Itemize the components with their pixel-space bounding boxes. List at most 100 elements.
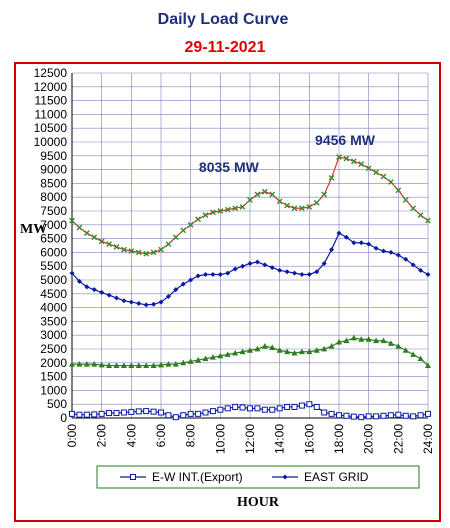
data-point <box>380 412 387 419</box>
data-point <box>418 267 424 273</box>
data-point <box>172 360 179 367</box>
data-point <box>240 263 246 269</box>
data-point <box>269 191 276 198</box>
data-point <box>262 262 268 268</box>
data-point <box>121 246 127 253</box>
data-point <box>232 349 239 356</box>
data-point <box>402 412 409 419</box>
data-point <box>209 354 216 360</box>
data-point <box>232 266 238 272</box>
data-point <box>343 234 349 240</box>
data-point <box>365 336 372 342</box>
data-point <box>254 405 261 412</box>
data-point <box>373 337 380 344</box>
y-tick-label: 8500 <box>40 176 67 190</box>
data-point <box>158 246 164 253</box>
data-point <box>380 173 387 180</box>
data-point <box>299 271 305 277</box>
annotations: 8035 MW 9456 MW <box>199 132 376 175</box>
y-tick-label: 10500 <box>34 121 68 135</box>
data-point <box>135 362 142 368</box>
legend-item: E-W INT.(Export) <box>120 470 243 484</box>
y-tick-label: 4500 <box>40 287 67 301</box>
data-point <box>113 243 120 250</box>
data-point <box>298 348 305 355</box>
data-point <box>173 287 179 293</box>
data-point <box>143 362 150 368</box>
x-axis-tick-labels: 0:00 2:00 4:00 6:00 8:00 10:00 12:00 14:00 16:00… <box>65 424 435 454</box>
data-point <box>91 360 98 367</box>
data-point <box>150 408 157 415</box>
data-point <box>425 217 431 224</box>
data-point <box>284 269 290 275</box>
data-point <box>291 403 298 410</box>
data-point <box>224 351 231 357</box>
x-tick-label: 18:00 <box>332 424 346 454</box>
data-point <box>151 301 157 307</box>
y-tick-label: 1000 <box>40 383 67 397</box>
data-point <box>91 287 97 293</box>
y-tick-label: 8000 <box>40 190 67 204</box>
data-point <box>425 410 431 417</box>
data-point <box>350 158 357 165</box>
y-tick-label: 12000 <box>34 80 68 94</box>
data-point <box>247 347 253 353</box>
y-axis-tick-labels: 0500100015002000250030003500400045005000… <box>34 66 68 425</box>
data-point <box>269 406 276 413</box>
data-point <box>277 267 283 273</box>
legend-label: EAST GRID <box>304 470 369 484</box>
data-point <box>187 410 194 417</box>
data-point <box>395 187 402 194</box>
y-axis-title: MW <box>20 222 47 237</box>
data-point <box>84 284 90 290</box>
data-point <box>298 402 305 409</box>
x-tick-label: 16:00 <box>302 424 316 454</box>
y-tick-label: 12500 <box>34 66 68 80</box>
data-point <box>306 401 313 408</box>
data-point <box>388 179 394 185</box>
data-point <box>225 270 231 276</box>
data-point <box>387 412 394 419</box>
legend-item: EAST GRID <box>272 470 369 484</box>
data-point <box>106 241 112 248</box>
x-tick-label: 10:00 <box>213 424 227 454</box>
data-point <box>292 270 297 276</box>
data-point <box>336 230 342 236</box>
gridlines <box>71 72 429 419</box>
data-point <box>83 230 90 236</box>
data-point <box>351 240 357 246</box>
data-point <box>180 281 186 287</box>
data-point <box>128 362 135 368</box>
data-point <box>135 249 142 256</box>
data-point <box>291 205 298 212</box>
data-point <box>373 169 379 176</box>
data-point <box>328 410 335 417</box>
data-point <box>365 165 372 172</box>
data-point <box>269 344 276 351</box>
data-point <box>99 289 105 295</box>
data-point <box>313 347 320 353</box>
data-point <box>239 203 246 210</box>
data-point <box>365 413 372 420</box>
data-point <box>217 352 224 359</box>
data-point <box>343 412 350 419</box>
x-tick-label: 14:00 <box>273 424 287 454</box>
data-point <box>69 360 75 367</box>
data-point <box>358 414 365 421</box>
data-point <box>350 334 357 341</box>
data-point <box>313 199 320 206</box>
data-point <box>425 362 431 368</box>
data-point <box>187 358 194 364</box>
data-point <box>417 412 424 419</box>
data-point <box>113 410 120 417</box>
legend-items: E-W INT.(Export) EAST GRID <box>120 470 369 484</box>
data-point <box>143 302 149 308</box>
data-point <box>83 411 90 418</box>
x-tick-label: 4:00 <box>124 424 138 448</box>
data-point <box>410 262 416 268</box>
data-point <box>76 278 82 284</box>
data-point <box>209 408 216 415</box>
data-point <box>313 403 320 410</box>
data-point <box>232 403 239 410</box>
data-point <box>128 299 134 305</box>
